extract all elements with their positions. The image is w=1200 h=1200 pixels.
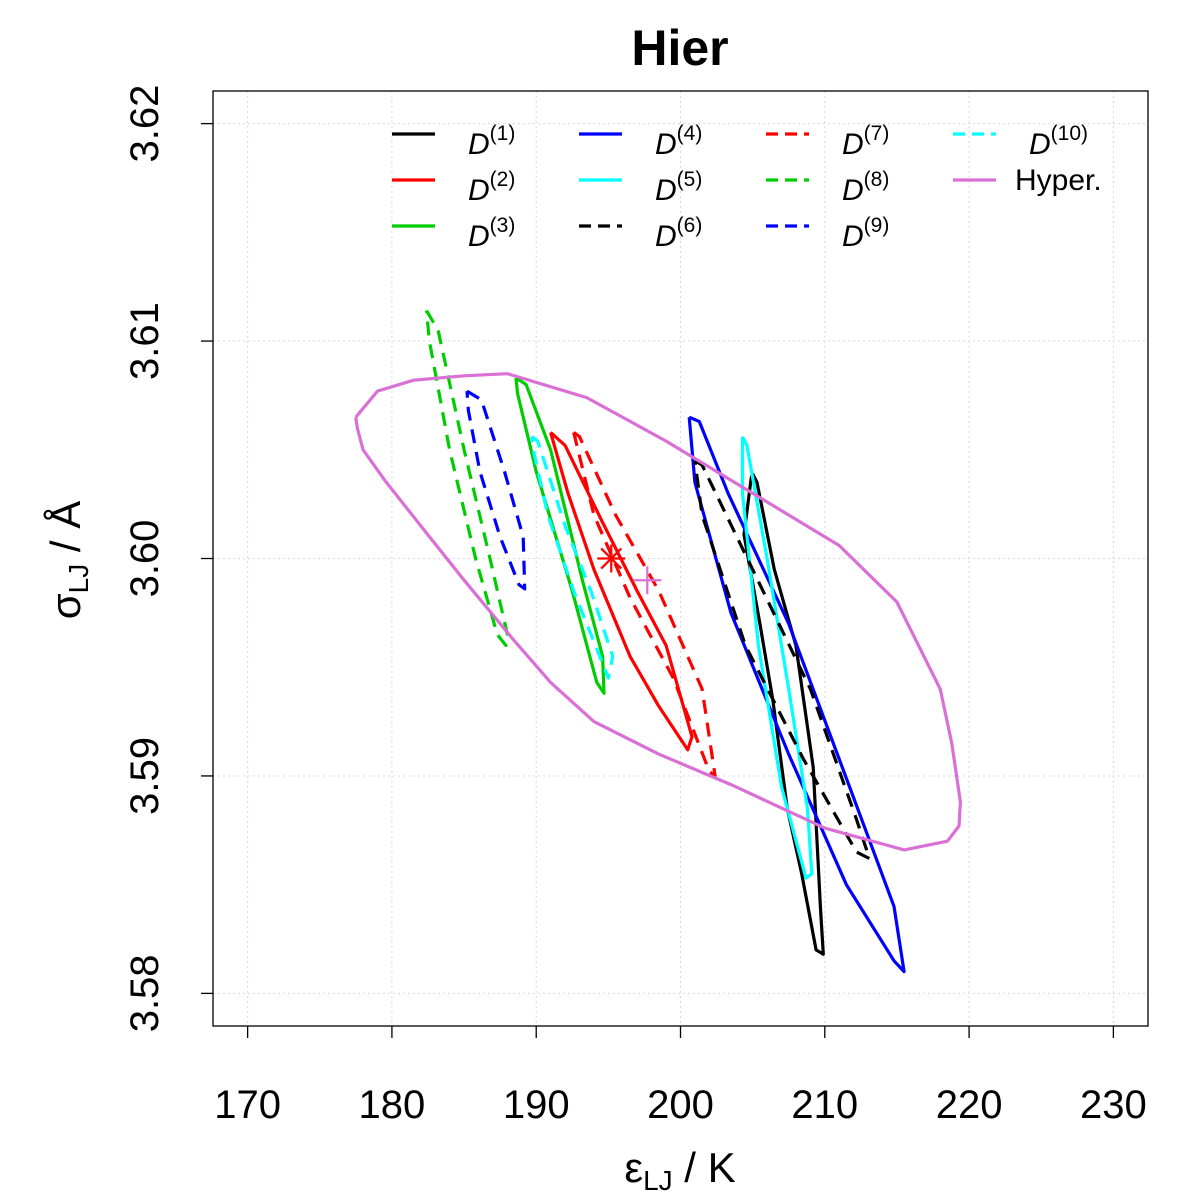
- y-tick-label: 3.59: [123, 737, 167, 815]
- marker-asterisk: [597, 544, 626, 573]
- contour-d1: [742, 472, 825, 956]
- contour-d5: [740, 435, 814, 880]
- legend-item-d1: D(1): [392, 122, 515, 161]
- legend-item-d7: D(7): [766, 122, 889, 161]
- x-tick-label: 230: [1080, 1083, 1147, 1127]
- contour-d7: [572, 431, 717, 778]
- legend-item-d6: D(6): [579, 214, 702, 253]
- grid: [213, 91, 1148, 1026]
- legend-item-d10: D(10): [953, 122, 1088, 161]
- x-tick-label: 180: [359, 1083, 426, 1127]
- contour-d6: [693, 459, 872, 861]
- legend-label: Hyper.: [1015, 164, 1102, 197]
- y-tick-label: 3.60: [123, 520, 167, 598]
- contours: [354, 309, 963, 974]
- x-tick-label: 170: [214, 1083, 281, 1127]
- contour-hyper: [354, 372, 963, 852]
- legend-item-d9: D(9): [766, 214, 889, 253]
- legend-item-d2: D(2): [392, 168, 515, 207]
- contour-d8: [424, 309, 509, 648]
- x-axis-label: εLJ / K: [624, 1144, 735, 1196]
- legend-label: D(6): [655, 214, 702, 253]
- x-axis: 170 180 190 200 210 220 230: [214, 1026, 1147, 1127]
- legend-item-d4: D(4): [579, 122, 702, 161]
- legend-label: D(8): [842, 168, 889, 207]
- legend-label: D(5): [655, 168, 702, 207]
- legend: D(1) D(2) D(3) D(4) D(5) D(6) D(7) D(8) D(9) D(10…: [392, 122, 1102, 253]
- legend-label: D(9): [842, 214, 889, 253]
- y-tick-label: 3.61: [123, 302, 167, 380]
- contour-d9: [465, 389, 527, 591]
- x-tick-label: 200: [647, 1083, 714, 1127]
- x-tick-label: 190: [503, 1083, 570, 1127]
- legend-label: D(1): [468, 122, 515, 161]
- y-tick-label: 3.58: [123, 954, 167, 1032]
- legend-label: D(4): [655, 122, 702, 161]
- legend-label: D(7): [842, 122, 889, 161]
- legend-label: D(3): [468, 214, 515, 253]
- legend-label: D(10): [1029, 122, 1088, 161]
- x-tick-label: 210: [791, 1083, 858, 1127]
- legend-item-d8: D(8): [766, 168, 889, 207]
- contour-d10: [530, 435, 615, 680]
- legend-item-d5: D(5): [579, 168, 702, 207]
- y-axis-label: σLJ / Å: [42, 501, 94, 620]
- estimate-markers: [597, 544, 662, 595]
- contour-d3: [514, 376, 606, 695]
- y-axis: 3.58 3.59 3.60 3.61 3.62: [123, 85, 213, 1032]
- contour-d2: [549, 431, 694, 752]
- legend-item-d3: D(3): [392, 214, 515, 253]
- y-tick-label: 3.62: [123, 85, 167, 163]
- chart-title: Hier: [631, 20, 728, 76]
- marker-plus: [633, 566, 662, 595]
- legend-item-hyper: Hyper.: [953, 164, 1102, 197]
- contour-d4: [687, 415, 906, 974]
- x-tick-label: 220: [936, 1083, 1003, 1127]
- legend-label: D(2): [468, 168, 515, 207]
